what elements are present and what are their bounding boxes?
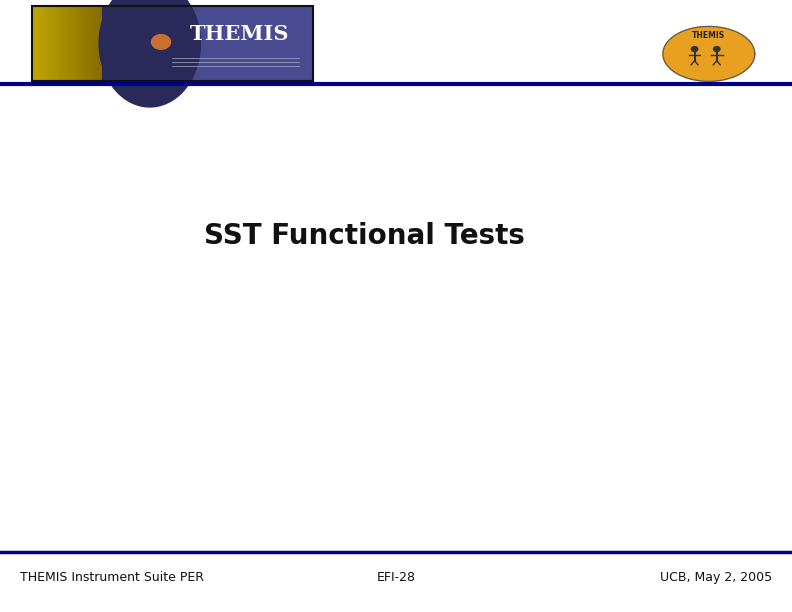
Bar — [32, 6, 313, 81]
Bar — [78, 6, 80, 81]
Bar — [63, 6, 66, 81]
Bar — [101, 6, 103, 81]
Bar — [123, 6, 124, 81]
Circle shape — [151, 35, 170, 50]
Bar — [124, 6, 126, 81]
Bar — [116, 6, 117, 81]
Bar — [59, 6, 60, 81]
Bar — [97, 6, 99, 81]
Bar — [51, 6, 53, 81]
Bar — [131, 6, 133, 81]
Bar — [113, 6, 116, 81]
Bar — [40, 6, 42, 81]
Bar — [49, 6, 51, 81]
Bar — [130, 6, 131, 81]
Bar — [102, 6, 313, 81]
Bar — [128, 6, 130, 81]
Text: UCB, May 2, 2005: UCB, May 2, 2005 — [660, 571, 772, 584]
Bar — [55, 6, 56, 81]
Bar — [103, 6, 105, 81]
Bar — [135, 6, 137, 81]
Bar — [56, 6, 59, 81]
Bar — [70, 6, 73, 81]
Bar — [67, 6, 69, 81]
Bar — [62, 6, 63, 81]
Bar — [126, 6, 128, 81]
Bar — [110, 6, 112, 81]
Bar — [73, 6, 74, 81]
Text: THEMIS: THEMIS — [190, 24, 290, 45]
Bar — [90, 6, 92, 81]
Text: EFI-28: EFI-28 — [376, 571, 416, 584]
Polygon shape — [663, 26, 755, 81]
Bar — [94, 6, 96, 81]
Bar — [76, 6, 78, 81]
Bar — [109, 6, 110, 81]
Bar — [35, 6, 37, 81]
Bar — [83, 6, 85, 81]
Bar — [133, 6, 135, 81]
Bar — [44, 6, 46, 81]
Bar — [39, 6, 40, 81]
Bar — [106, 6, 109, 81]
Bar — [80, 6, 82, 81]
Bar — [85, 6, 87, 81]
Bar — [32, 6, 33, 81]
Bar — [137, 6, 139, 81]
Circle shape — [714, 47, 720, 51]
Bar — [96, 6, 97, 81]
Bar — [42, 6, 44, 81]
Bar — [112, 6, 113, 81]
Bar — [102, 6, 158, 81]
Bar — [37, 6, 39, 81]
Bar — [87, 6, 89, 81]
Bar — [46, 6, 48, 81]
Text: THEMIS Instrument Suite PER: THEMIS Instrument Suite PER — [20, 571, 204, 584]
Bar — [48, 6, 49, 81]
Bar — [105, 6, 106, 81]
Text: SST Functional Tests: SST Functional Tests — [204, 222, 525, 250]
Circle shape — [691, 47, 698, 51]
Bar — [119, 6, 120, 81]
Bar — [69, 6, 70, 81]
Bar — [82, 6, 83, 81]
Bar — [89, 6, 90, 81]
Bar — [117, 6, 119, 81]
Bar — [99, 6, 101, 81]
Polygon shape — [99, 0, 200, 107]
Bar — [66, 6, 67, 81]
Bar — [53, 6, 55, 81]
Bar — [33, 6, 35, 81]
Bar — [74, 6, 76, 81]
Bar — [120, 6, 123, 81]
Bar — [92, 6, 94, 81]
Text: THEMIS: THEMIS — [692, 31, 725, 40]
Bar — [60, 6, 62, 81]
